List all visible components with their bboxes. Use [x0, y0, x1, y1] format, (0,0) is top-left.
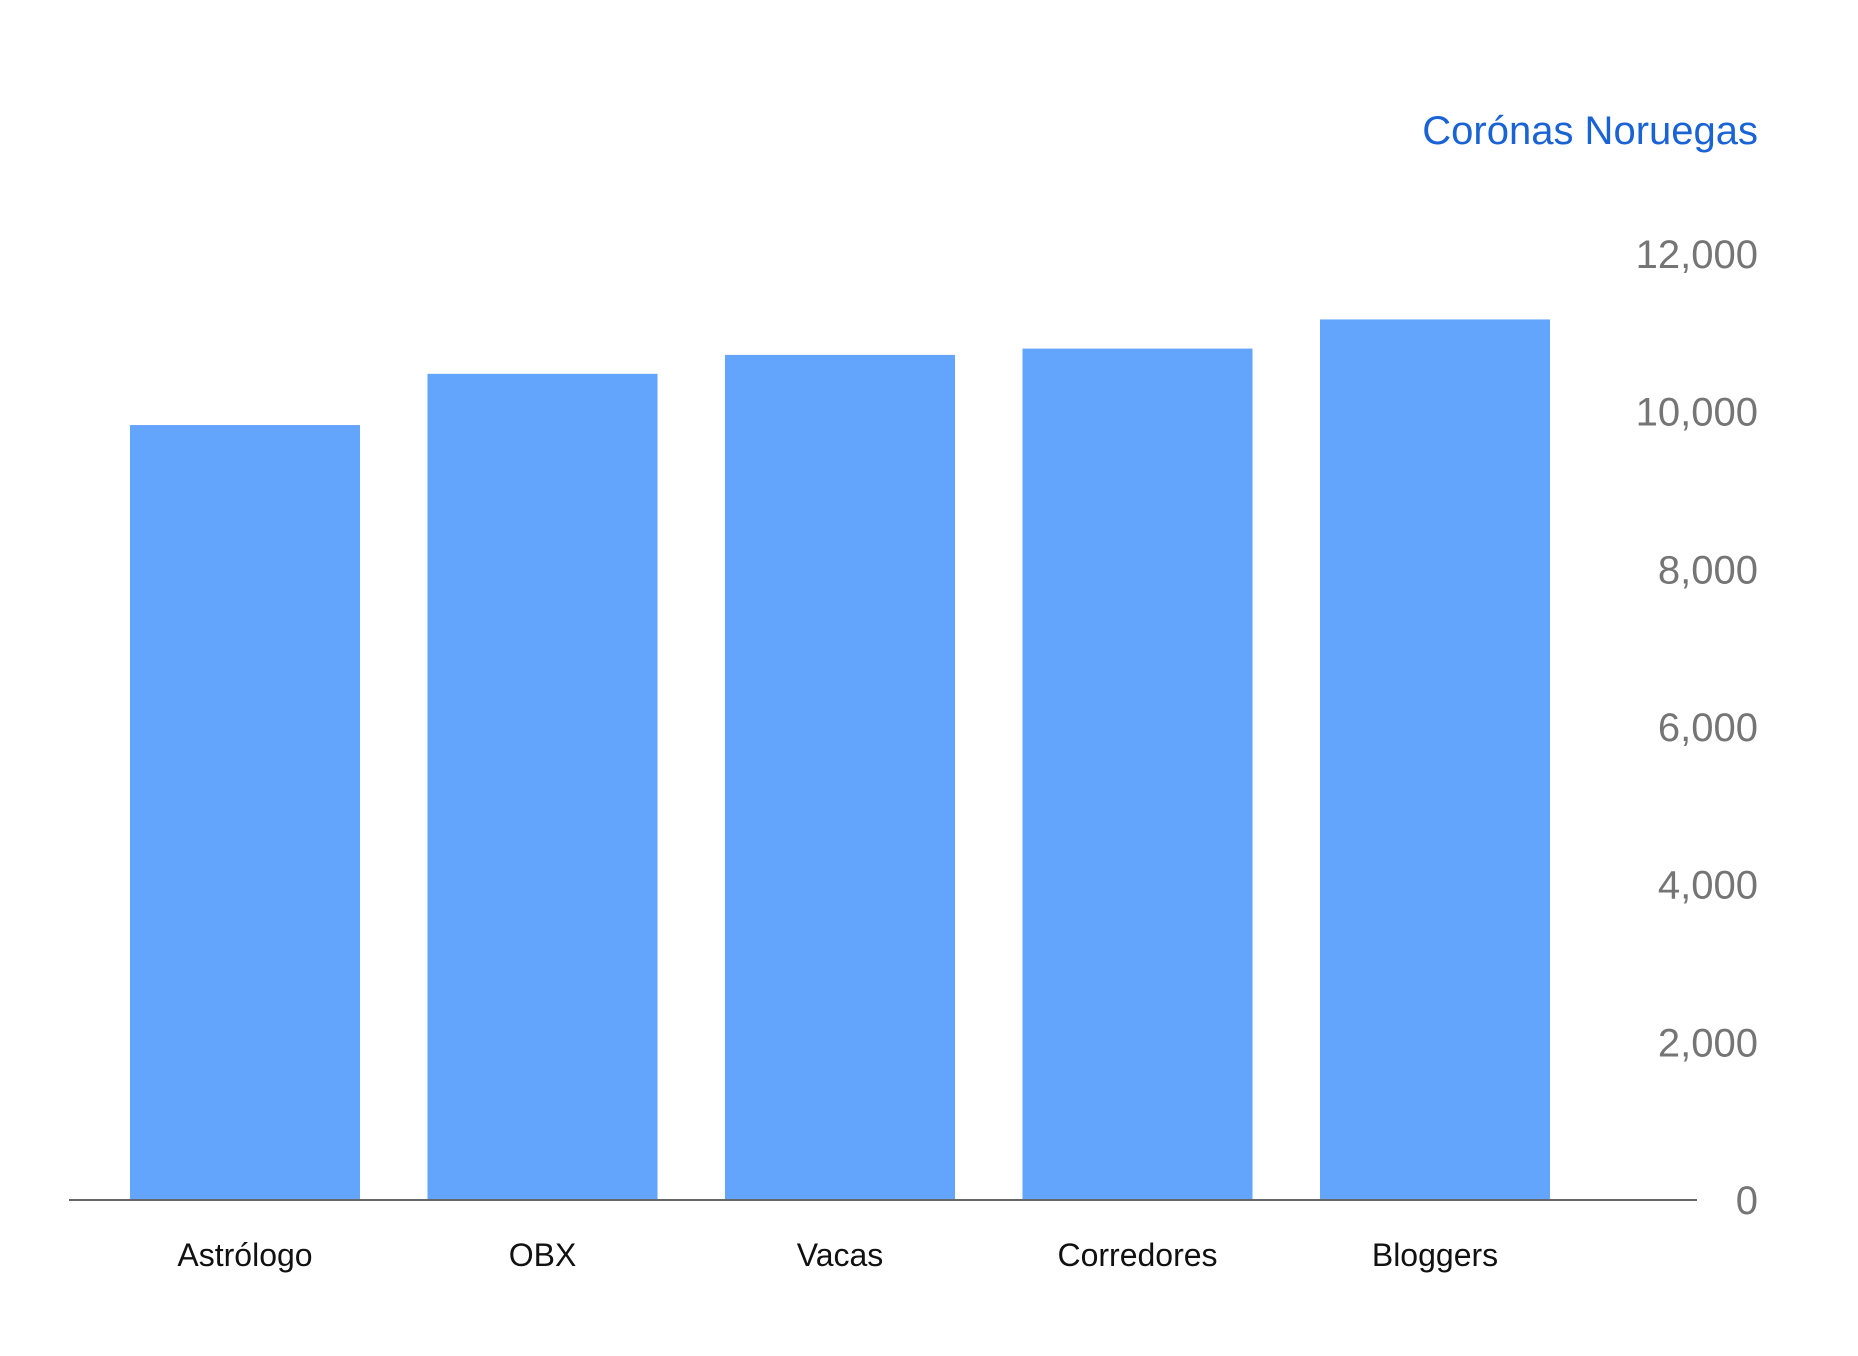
y-tick-label: 8,000	[1658, 548, 1758, 592]
y-axis-title: Corónas Noruegas	[1422, 109, 1758, 153]
y-tick-label: 12,000	[1636, 233, 1758, 277]
bars-group	[130, 319, 1550, 1201]
bar-corredores	[1022, 348, 1253, 1201]
x-axis-labels: Astrólogo OBX Vacas Corredores Bloggers	[177, 1237, 1498, 1273]
bar-astrólogo	[130, 425, 360, 1200]
x-category-label: Astrólogo	[177, 1237, 312, 1273]
y-axis-ticks: 0 2,000 4,000 6,000 8,000 10,000 12,000	[1636, 233, 1758, 1223]
x-category-label: OBX	[509, 1237, 577, 1273]
x-category-label: Bloggers	[1372, 1237, 1498, 1273]
y-tick-label: 2,000	[1658, 1021, 1758, 1065]
y-tick-label: 0	[1736, 1179, 1758, 1223]
x-category-label: Corredores	[1057, 1237, 1217, 1273]
bar-vacas	[725, 354, 955, 1200]
x-category-label: Vacas	[797, 1237, 884, 1273]
y-tick-label: 4,000	[1658, 864, 1758, 908]
y-tick-label: 6,000	[1658, 706, 1758, 750]
bar-bloggers	[1320, 319, 1550, 1201]
y-tick-label: 10,000	[1636, 391, 1758, 435]
bar-obx	[427, 373, 658, 1200]
